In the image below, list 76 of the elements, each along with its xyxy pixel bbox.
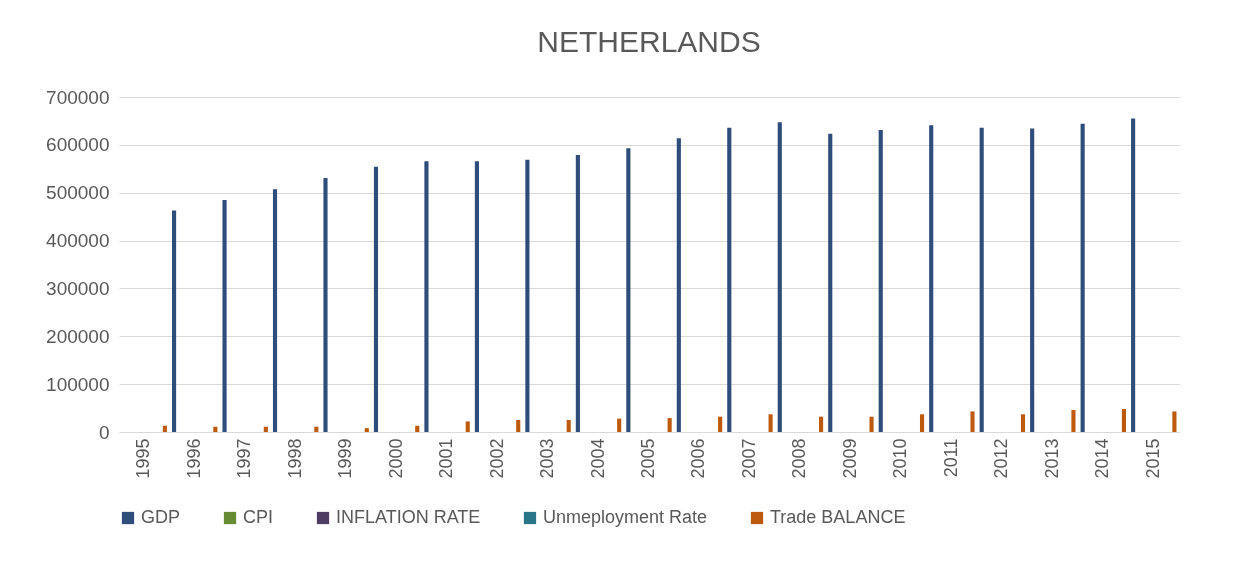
x-tick-label: 2006: [688, 438, 709, 479]
bar: [1131, 118, 1136, 432]
bar: [768, 414, 773, 432]
y-tick-label: 400000: [46, 230, 110, 252]
x-tick-label: 2015: [1142, 438, 1163, 479]
x-tick-label: 2002: [486, 438, 507, 479]
y-tick-label: 500000: [46, 182, 110, 204]
x-tick-label: 2008: [789, 438, 810, 479]
bar: [1080, 123, 1085, 432]
bar: [869, 416, 874, 432]
legend-label: Trade BALANCE: [770, 507, 906, 527]
y-tick-label: 600000: [46, 134, 110, 156]
bar: [222, 199, 227, 432]
x-tick-label: 2000: [385, 438, 406, 479]
bar: [172, 210, 177, 432]
bar: [970, 411, 975, 432]
bar: [727, 127, 732, 432]
bar: [465, 421, 470, 432]
bar: [566, 420, 571, 432]
bar: [777, 122, 782, 432]
legend-label: CPI: [243, 507, 274, 527]
bar: [516, 420, 521, 432]
x-tick-label: 2013: [1041, 438, 1062, 479]
x-tick-label: 1998: [284, 438, 305, 479]
bar: [878, 130, 883, 432]
bar: [819, 416, 824, 432]
legend-label: GDP: [141, 507, 181, 527]
bar: [263, 426, 268, 432]
x-tick-label: 2001: [436, 438, 457, 479]
bar: [323, 177, 328, 432]
bar: [575, 154, 580, 432]
bar: [213, 426, 218, 432]
x-tick-label: 2014: [1092, 438, 1113, 479]
y-tick-label: 100000: [46, 373, 110, 395]
bar: [626, 148, 631, 432]
bar: [162, 425, 167, 432]
bar: [272, 189, 278, 432]
y-tick-label: 700000: [46, 86, 110, 108]
bar: [314, 426, 319, 432]
bar: [929, 125, 934, 432]
bar: [828, 133, 833, 432]
bar: [1071, 409, 1076, 432]
y-tick-label: 200000: [46, 325, 110, 347]
bar: [1020, 414, 1026, 432]
x-tick-label: 2007: [738, 438, 759, 479]
bar: [1121, 409, 1126, 432]
bar: [979, 127, 984, 432]
bar: [474, 161, 479, 432]
x-tick-label: 2003: [537, 438, 558, 479]
bar: [364, 428, 369, 432]
bar: [1172, 411, 1177, 432]
x-tick-label: 2009: [839, 438, 860, 479]
x-tick-label: 2010: [890, 438, 911, 479]
bar: [919, 414, 925, 432]
bar: [718, 416, 723, 432]
y-tick-label: 0: [98, 421, 110, 443]
bar: [667, 418, 672, 432]
y-tick-label: 300000: [46, 277, 110, 299]
bar: [617, 418, 622, 432]
legend-label: INFLATION RATE: [336, 507, 481, 527]
x-tick-label: 1996: [183, 438, 204, 479]
x-tick-label: 2005: [638, 438, 658, 479]
x-tick-label: 2012: [991, 438, 1012, 479]
bar: [525, 159, 530, 432]
bar: [1030, 128, 1035, 432]
x-tick-label: 1997: [234, 438, 255, 479]
x-tick-label: 1995: [133, 438, 154, 479]
bar: [373, 166, 379, 432]
bar: [424, 161, 429, 432]
x-tick-label: 1999: [335, 438, 356, 479]
bar: [676, 138, 681, 432]
legend-label: Unmeployment Rate: [543, 507, 708, 527]
x-tick-label: 2004: [587, 438, 608, 479]
bar: [415, 425, 420, 432]
chart-title: NETHERLANDS: [537, 25, 761, 58]
x-tick-label: 2011: [940, 438, 961, 478]
